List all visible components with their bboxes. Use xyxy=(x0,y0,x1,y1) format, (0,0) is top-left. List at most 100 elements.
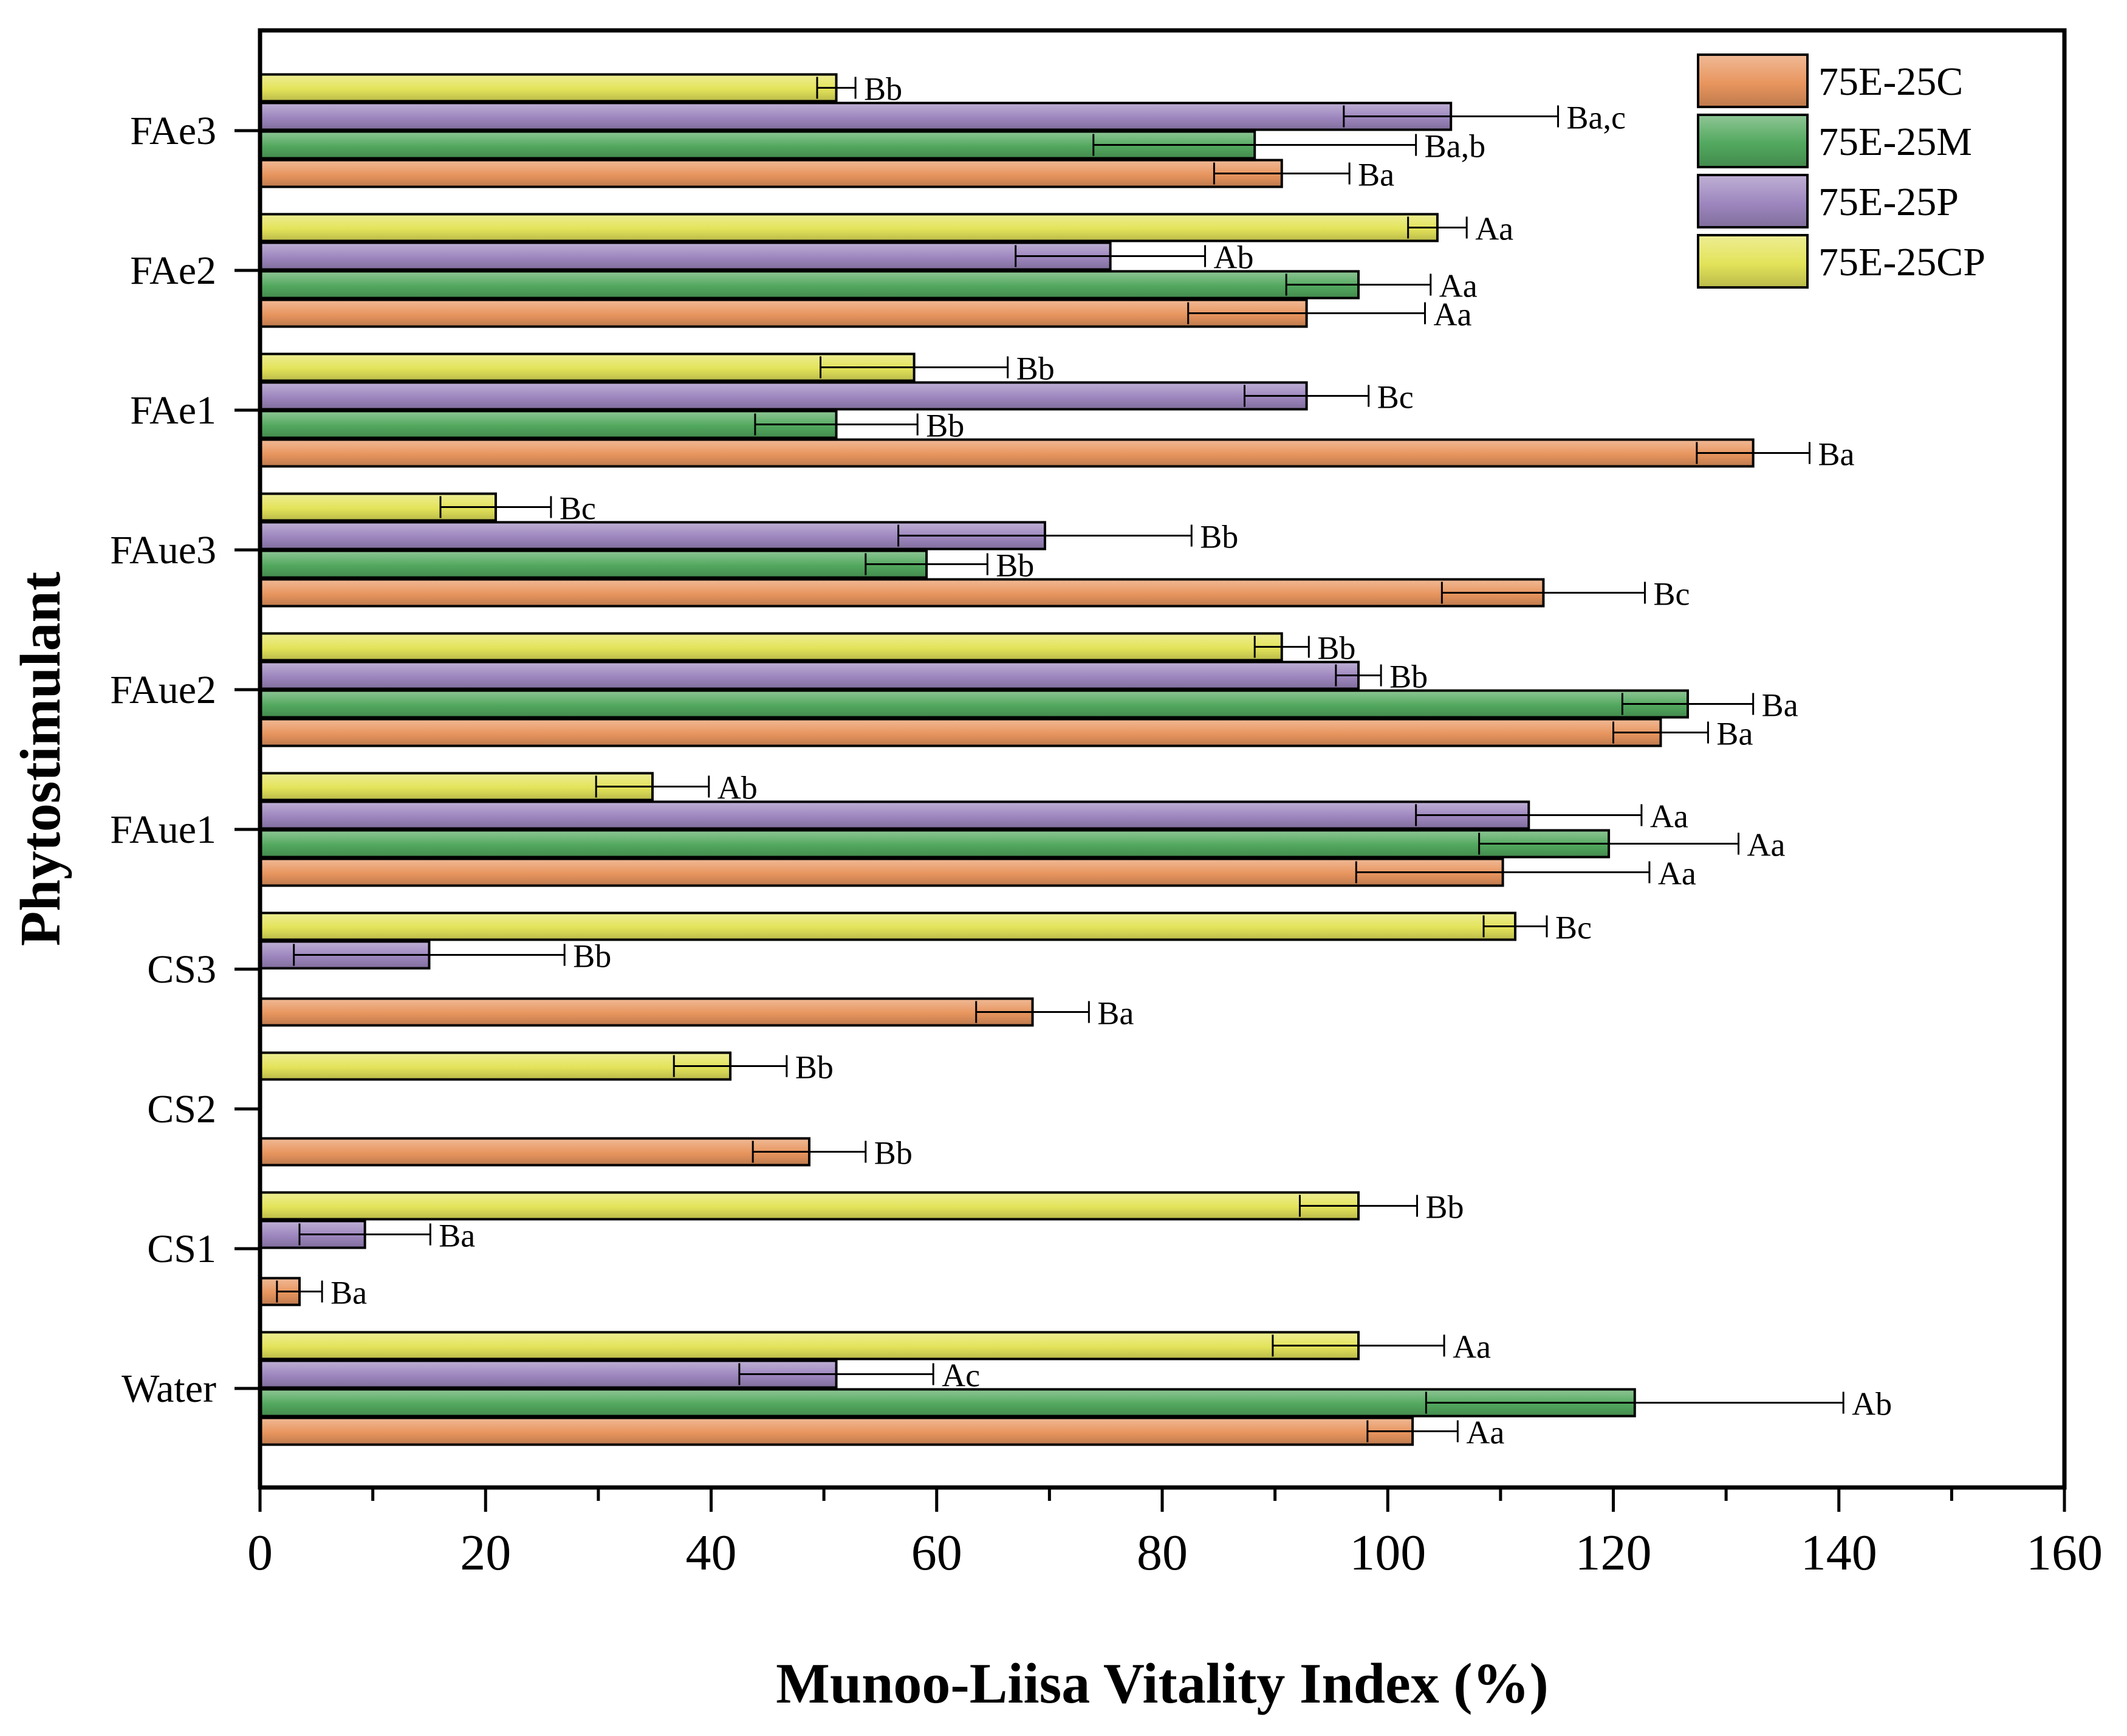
error-bar-CS1-75E-25P xyxy=(298,1223,431,1246)
error-bar-CS2-75E-25CP xyxy=(673,1055,788,1077)
y-tick-label-FAe2: FAe2 xyxy=(130,249,216,293)
x-tick-label: 140 xyxy=(1801,1525,1877,1581)
sig-label-CS3-75E-25C: Ba xyxy=(1097,995,1134,1032)
error-bar-FAue2-75E-25CP xyxy=(1253,636,1310,658)
y-axis-title: Phytostimulant xyxy=(9,572,72,946)
sig-label-FAe3-75E-25CP: Bb xyxy=(864,71,902,108)
legend-item-75E-25M: 75E-25M xyxy=(1697,114,1972,168)
error-bar-Water-75E-25P xyxy=(738,1363,934,1385)
sig-label-Water-75E-25P: Ac xyxy=(942,1357,980,1394)
y-tick-label-FAue3: FAue3 xyxy=(110,528,216,572)
error-bar-FAe2-75E-25CP xyxy=(1407,216,1468,239)
bar-FAue1-75E-25CP xyxy=(259,772,654,801)
bar-FAe2-75E-25C xyxy=(259,298,1308,328)
legend-item-75E-25C: 75E-25C xyxy=(1697,53,1963,108)
axes-layer: Water CS1 CS2 CS3 FAue1 FAue2 FAue3 FAe1 FAe2 FAe… xyxy=(110,109,2103,1581)
bar-FAue1-75E-25M xyxy=(259,829,1611,859)
sig-label-FAe1-75E-25P: Bc xyxy=(1377,379,1414,416)
y-tick-label-FAue2: FAue2 xyxy=(110,668,216,712)
bar-FAue2-75E-25P xyxy=(259,660,1360,690)
legend-label: 75E-25P xyxy=(1818,180,1959,224)
sig-label-FAue1-75E-25C: Aa xyxy=(1658,856,1696,892)
bar-FAue1-75E-25P xyxy=(259,800,1530,830)
bar-FAue3-75E-25C xyxy=(259,578,1545,608)
y-tick-label-Water: Water xyxy=(122,1367,216,1411)
error-bar-CS3-75E-25P xyxy=(293,944,566,966)
x-tick-label: 0 xyxy=(247,1525,273,1581)
error-bar-FAue3-75E-25P xyxy=(897,524,1193,547)
legend-label: 75E-25M xyxy=(1818,120,1972,164)
sig-label-FAe3-75E-25P: Ba,c xyxy=(1567,100,1626,136)
error-bar-CS2-75E-25C xyxy=(752,1141,867,1163)
legend-swatch xyxy=(1697,114,1809,168)
sig-label-FAe3-75E-25C: Ba xyxy=(1358,157,1394,193)
sig-label-FAue1-75E-25CP: Ab xyxy=(718,770,758,806)
error-bar-FAue2-75E-25C xyxy=(1612,721,1709,744)
sig-label-CS3-75E-25CP: Bc xyxy=(1555,910,1592,946)
bar-CS3-75E-25C xyxy=(259,997,1034,1027)
sig-label-FAue3-75E-25M: Bb xyxy=(996,547,1034,584)
error-bar-Water-75E-25M xyxy=(1425,1391,1844,1414)
sig-label-FAue2-75E-25M: Ba xyxy=(1762,687,1798,724)
x-tick-label: 40 xyxy=(686,1525,737,1581)
legend-item-75E-25P: 75E-25P xyxy=(1697,174,1959,228)
bar-CS1-75E-25CP xyxy=(259,1191,1360,1221)
legend-label: 75E-25C xyxy=(1818,60,1963,104)
y-tick-label-FAe1: FAe1 xyxy=(130,388,216,433)
bar-FAe3-75E-25P xyxy=(259,101,1453,131)
x-tick-label: 120 xyxy=(1575,1525,1652,1581)
y-tick-label-CS1: CS1 xyxy=(147,1227,216,1271)
sig-label-FAue2-75E-25C: Ba xyxy=(1716,716,1753,752)
bar-FAue3-75E-25M xyxy=(259,549,928,579)
sig-label-CS1-75E-25C: Ba xyxy=(331,1275,367,1311)
bars-layer: AaAbAcAaBaBaBbBbBbBaBbBcAaAaAaAbBaBaBbBb… xyxy=(259,71,1892,1451)
sig-label-FAe1-75E-25C: Ba xyxy=(1818,436,1854,473)
bar-FAue2-75E-25M xyxy=(259,689,1690,719)
sig-label-FAue3-75E-25C: Bc xyxy=(1653,576,1690,612)
x-axis-title: Munoo-Liisa Vitality Index (%) xyxy=(776,1652,1549,1715)
error-bar-FAe2-75E-25C xyxy=(1187,302,1427,324)
error-bar-CS1-75E-25CP xyxy=(1298,1195,1419,1217)
error-bar-FAe2-75E-25P xyxy=(1015,245,1207,267)
legend-label: 75E-25CP xyxy=(1818,240,1985,284)
error-bar-FAue1-75E-25P xyxy=(1415,804,1643,826)
bar-Water-75E-25M xyxy=(259,1388,1636,1418)
bar-CS2-75E-25C xyxy=(259,1137,810,1167)
sig-label-FAue3-75E-25CP: Bc xyxy=(560,490,596,527)
legend-swatch xyxy=(1697,53,1809,108)
bar-Water-75E-25C xyxy=(259,1416,1414,1446)
error-bar-FAue3-75E-25C xyxy=(1440,582,1646,604)
legend-swatch xyxy=(1697,174,1809,228)
bar-Water-75E-25CP xyxy=(259,1331,1360,1360)
error-bar-CS1-75E-25C xyxy=(276,1280,323,1303)
bar-FAe2-75E-25CP xyxy=(259,213,1439,242)
error-bar-Water-75E-25C xyxy=(1366,1420,1459,1443)
sig-label-FAue2-75E-25CP: Bb xyxy=(1317,630,1355,667)
bar-FAue2-75E-25C xyxy=(259,718,1662,747)
error-bar-FAue1-75E-25M xyxy=(1478,832,1740,855)
error-bar-FAue3-75E-25CP xyxy=(439,496,552,518)
sig-label-FAue1-75E-25M: Aa xyxy=(1747,827,1786,863)
bar-FAe1-75E-25CP xyxy=(259,352,916,382)
sig-label-CS1-75E-25P: Ba xyxy=(439,1218,475,1254)
bar-FAe3-75E-25CP xyxy=(259,73,838,103)
bar-FAe3-75E-25C xyxy=(259,159,1283,188)
error-bar-FAe1-75E-25P xyxy=(1244,385,1370,407)
error-bar-FAe3-75E-25C xyxy=(1213,162,1351,185)
bar-FAe1-75E-25C xyxy=(259,438,1755,468)
bar-CS2-75E-25CP xyxy=(259,1051,732,1081)
bar-CS3-75E-25CP xyxy=(259,911,1517,941)
sig-label-FAe3-75E-25M: Ba,b xyxy=(1425,128,1486,165)
legend-item-75E-25CP: 75E-25CP xyxy=(1697,234,1985,289)
error-bar-FAe2-75E-25M xyxy=(1285,273,1432,296)
error-bar-FAue1-75E-25CP xyxy=(595,775,710,798)
error-bar-FAue3-75E-25M xyxy=(865,553,988,575)
sig-label-Water-75E-25CP: Aa xyxy=(1453,1329,1491,1365)
sig-label-CS2-75E-25CP: Bb xyxy=(795,1049,834,1086)
error-bar-CS3-75E-25C xyxy=(975,1001,1090,1023)
bar-FAe1-75E-25P xyxy=(259,381,1308,411)
sig-label-FAe1-75E-25CP: Bb xyxy=(1016,351,1055,387)
sig-label-Water-75E-25M: Ab xyxy=(1852,1386,1892,1422)
x-tick-label: 80 xyxy=(1137,1525,1188,1581)
error-bar-FAe3-75E-25P xyxy=(1343,105,1560,128)
